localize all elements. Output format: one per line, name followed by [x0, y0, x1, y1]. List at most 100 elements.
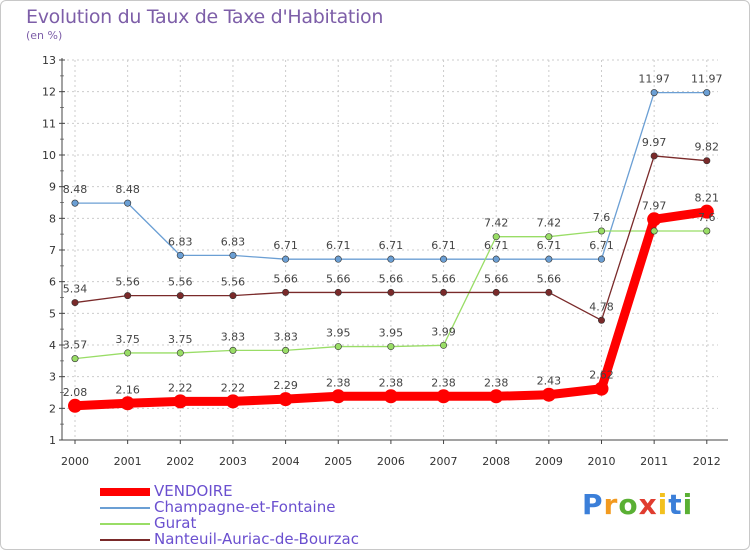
x-tick-labels: 2000 2001 2002 2003 2004 2005 2006 2007 2008 2009… [61, 455, 721, 468]
chart-title: Evolution du Taux de Taxe d'Habitation [26, 6, 384, 28]
x-tick-label: 2006 [377, 455, 405, 468]
data-label: 8.48 [63, 183, 88, 196]
data-point [545, 288, 553, 296]
data-label: 5.66 [379, 272, 404, 285]
y-tick-label: 10 [42, 149, 56, 162]
data-point [650, 152, 658, 160]
data-point [71, 299, 79, 307]
data-label: 6.71 [379, 239, 404, 252]
data-label: 2.43 [537, 375, 562, 388]
data-point [387, 288, 395, 296]
legend-label: Gurat [154, 514, 197, 532]
data-point [334, 343, 342, 351]
data-point [703, 157, 711, 165]
data-point [541, 387, 556, 402]
data-point [597, 255, 605, 263]
data-label: 6.83 [168, 235, 193, 248]
data-point [176, 292, 184, 300]
data-label: 6.71 [537, 239, 562, 252]
x-tick-label: 2012 [693, 455, 721, 468]
data-label: 2.38 [431, 376, 456, 389]
data-point [71, 355, 79, 363]
x-tick-label: 2000 [61, 455, 89, 468]
data-labels: 2.08 2.16 2.22 2.22 2.29 2.38 2.38 2.38 2.38 2.43… [63, 73, 723, 399]
x-tick-label: 2009 [535, 455, 563, 468]
proxiti-logo: Proxiti [582, 488, 693, 521]
data-label: 5.66 [273, 272, 298, 285]
data-label: 2.22 [221, 381, 246, 394]
legend-swatch [100, 523, 150, 525]
data-point [225, 394, 240, 409]
logo-letter: P [582, 488, 604, 521]
data-point [334, 255, 342, 263]
data-label: 6.71 [484, 239, 509, 252]
data-point [120, 396, 135, 411]
x-tick-label: 2002 [166, 455, 194, 468]
y-tick-label: 9 [49, 181, 56, 194]
y-tick-label: 2 [49, 402, 56, 415]
data-point [71, 199, 79, 207]
y-tick-label: 12 [42, 86, 56, 99]
y-tick-label: 3 [49, 371, 56, 384]
data-label: 11.97 [691, 73, 723, 86]
logo-letter: x [638, 488, 658, 521]
data-label: 5.34 [63, 283, 88, 296]
data-label: 2.08 [63, 386, 88, 399]
logo-letter: r [603, 488, 619, 521]
data-point [173, 394, 188, 409]
data-label: 7.97 [642, 199, 667, 212]
data-label: 7.6 [698, 211, 716, 224]
data-point [650, 89, 658, 97]
x-tick-label: 2005 [324, 455, 352, 468]
data-point [594, 381, 609, 396]
data-point [545, 233, 553, 241]
data-point [282, 255, 290, 263]
data-point [492, 288, 500, 296]
data-label: 3.75 [168, 333, 193, 346]
logo-letter: i [682, 488, 694, 521]
data-point [650, 227, 658, 235]
data-label: 5.56 [115, 276, 140, 289]
data-point [124, 292, 132, 300]
data-point [68, 398, 82, 413]
legend-label: Nanteuil-Auriac-de-Bourzac [154, 530, 359, 548]
data-point [176, 349, 184, 357]
data-label: 3.75 [115, 333, 140, 346]
data-label: 6.71 [431, 239, 456, 252]
data-label: 3.95 [379, 327, 404, 340]
data-label: 2.29 [273, 379, 298, 392]
y-tick-label: 8 [49, 212, 56, 225]
data-point [440, 288, 448, 296]
data-point [278, 392, 293, 407]
data-label: 5.56 [168, 276, 193, 289]
x-tick-label: 2004 [272, 455, 300, 468]
logo-letter: t [668, 488, 683, 521]
data-label: 7.42 [484, 217, 509, 230]
legend-label: Champagne-et-Fontaine [154, 498, 336, 516]
data-label: 2.62 [589, 369, 614, 382]
data-label: 5.66 [537, 272, 562, 285]
data-point [440, 255, 448, 263]
data-label: 5.66 [326, 272, 351, 285]
data-label: 6.71 [326, 239, 351, 252]
y-tick-label: 4 [49, 339, 56, 352]
chart-subtitle: (en %) [26, 29, 63, 42]
data-point [282, 288, 290, 296]
logo-letter: o [618, 488, 639, 521]
data-label: 5.66 [431, 272, 456, 285]
legend-label: VENDOIRE [154, 482, 233, 500]
y-tick-label: 6 [49, 276, 56, 289]
data-label: 7.6 [593, 211, 611, 224]
data-point [436, 389, 451, 404]
x-tick-label: 2008 [482, 455, 510, 468]
x-tick-label: 2001 [114, 455, 142, 468]
legend-swatch [100, 507, 150, 509]
data-label: 3.57 [63, 339, 88, 352]
data-label: 6.71 [589, 239, 614, 252]
legend-swatch [100, 488, 150, 496]
data-point [647, 212, 662, 227]
data-point [387, 343, 395, 351]
data-point [703, 89, 711, 97]
data-point [176, 251, 184, 259]
